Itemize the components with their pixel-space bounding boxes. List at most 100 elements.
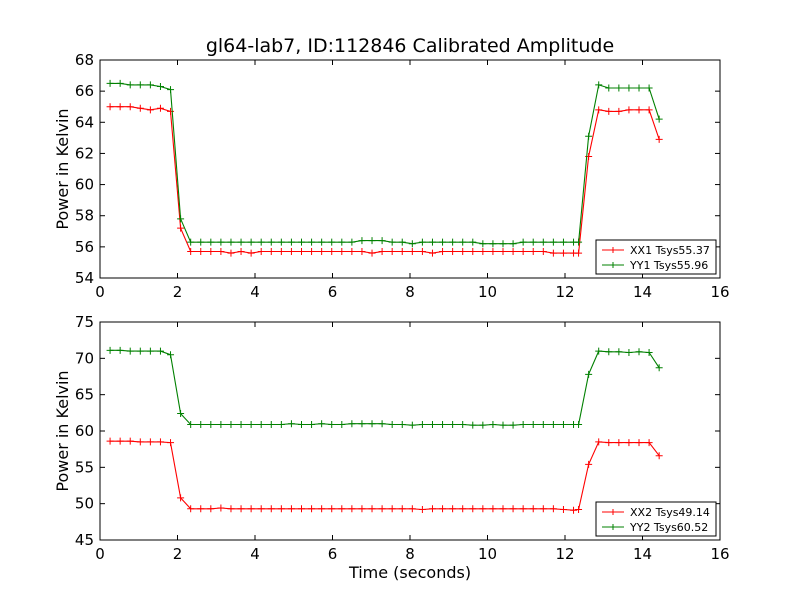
data-point bbox=[308, 238, 316, 246]
data-point bbox=[177, 224, 185, 232]
data-point bbox=[287, 420, 295, 428]
data-point bbox=[167, 351, 175, 359]
data-point bbox=[237, 238, 245, 246]
data-point bbox=[499, 240, 507, 248]
data-point bbox=[388, 505, 396, 513]
y-tick-label: 56 bbox=[75, 238, 94, 256]
data-point bbox=[408, 248, 416, 256]
y-tick-label: 75 bbox=[75, 313, 94, 331]
y-tick-label: 58 bbox=[75, 207, 94, 225]
series-line-2-2 bbox=[110, 349, 660, 426]
data-point bbox=[509, 505, 517, 513]
data-point bbox=[625, 349, 633, 357]
data-point bbox=[328, 238, 336, 246]
data-point bbox=[439, 420, 447, 428]
data-point bbox=[585, 460, 593, 468]
data-point bbox=[247, 420, 255, 428]
data-point bbox=[428, 238, 436, 246]
data-point bbox=[499, 505, 507, 513]
data-point bbox=[358, 420, 366, 428]
y-tick-label: 70 bbox=[75, 349, 94, 367]
data-point bbox=[328, 420, 336, 428]
data-point bbox=[177, 215, 185, 223]
data-point bbox=[529, 248, 537, 256]
x-tick-label: 4 bbox=[250, 545, 260, 563]
x-axis-label: Time (seconds) bbox=[348, 563, 471, 582]
data-point bbox=[408, 505, 416, 513]
series-line-1-2 bbox=[110, 82, 660, 245]
data-point bbox=[418, 238, 426, 246]
data-point bbox=[217, 420, 225, 428]
data-point bbox=[449, 238, 457, 246]
data-point bbox=[388, 238, 396, 246]
data-point bbox=[398, 420, 406, 428]
data-point bbox=[655, 115, 663, 123]
data-point bbox=[585, 132, 593, 140]
data-point bbox=[287, 248, 295, 256]
data-point bbox=[575, 249, 583, 257]
data-point bbox=[106, 103, 114, 111]
data-point bbox=[479, 505, 487, 513]
data-point bbox=[156, 347, 164, 355]
y-tick-label: 55 bbox=[75, 458, 94, 476]
data-point bbox=[277, 505, 285, 513]
data-point bbox=[257, 238, 265, 246]
data-point bbox=[585, 370, 593, 378]
data-point bbox=[595, 106, 603, 114]
data-point bbox=[358, 237, 366, 245]
data-point bbox=[338, 238, 346, 246]
data-point bbox=[267, 238, 275, 246]
data-point bbox=[428, 505, 436, 513]
data-point bbox=[645, 349, 653, 357]
data-point bbox=[156, 104, 164, 112]
data-point bbox=[418, 505, 426, 513]
data-point bbox=[126, 103, 134, 111]
data-point bbox=[559, 505, 567, 513]
data-point bbox=[459, 238, 467, 246]
x-tick-label: 4 bbox=[250, 283, 260, 301]
x-tick-label: 16 bbox=[710, 545, 729, 563]
data-point bbox=[136, 438, 144, 446]
legend: XX1 Tsys55.37 YY1 Tsys55.96 bbox=[595, 239, 717, 275]
legend-label: XX2 Tsys49.14 bbox=[630, 506, 710, 519]
data-point bbox=[126, 347, 134, 355]
data-point bbox=[217, 504, 225, 512]
series-line-2-1 bbox=[110, 440, 660, 511]
x-tick-label: 2 bbox=[173, 545, 183, 563]
data-point bbox=[197, 505, 205, 513]
data-point bbox=[146, 347, 154, 355]
y-tick-label: 60 bbox=[75, 176, 94, 194]
data-point bbox=[645, 439, 653, 447]
data-point bbox=[509, 248, 517, 256]
data-point bbox=[635, 439, 643, 447]
y-tick-label: 65 bbox=[75, 386, 94, 404]
data-point bbox=[207, 420, 215, 428]
data-point bbox=[509, 421, 517, 429]
data-point bbox=[559, 238, 567, 246]
data-point bbox=[358, 505, 366, 513]
x-tick-label: 16 bbox=[710, 283, 729, 301]
data-point bbox=[257, 420, 265, 428]
data-point bbox=[539, 238, 547, 246]
data-point bbox=[348, 505, 356, 513]
data-point bbox=[338, 248, 346, 256]
y-tick-label: 54 bbox=[75, 269, 94, 287]
y-tick-label: 66 bbox=[75, 82, 94, 100]
data-point bbox=[408, 240, 416, 248]
data-point bbox=[625, 106, 633, 114]
legend-label: YY1 Tsys55.96 bbox=[629, 259, 708, 272]
data-point bbox=[509, 240, 517, 248]
data-point bbox=[388, 248, 396, 256]
data-point bbox=[217, 238, 225, 246]
x-tick-label: 10 bbox=[478, 283, 497, 301]
data-point bbox=[338, 505, 346, 513]
series-line-1-1 bbox=[110, 106, 660, 254]
data-point bbox=[449, 248, 457, 256]
data-point bbox=[398, 238, 406, 246]
data-point bbox=[519, 248, 527, 256]
data-point bbox=[439, 505, 447, 513]
data-point bbox=[287, 505, 295, 513]
data-point bbox=[177, 494, 185, 502]
data-point bbox=[197, 248, 205, 256]
